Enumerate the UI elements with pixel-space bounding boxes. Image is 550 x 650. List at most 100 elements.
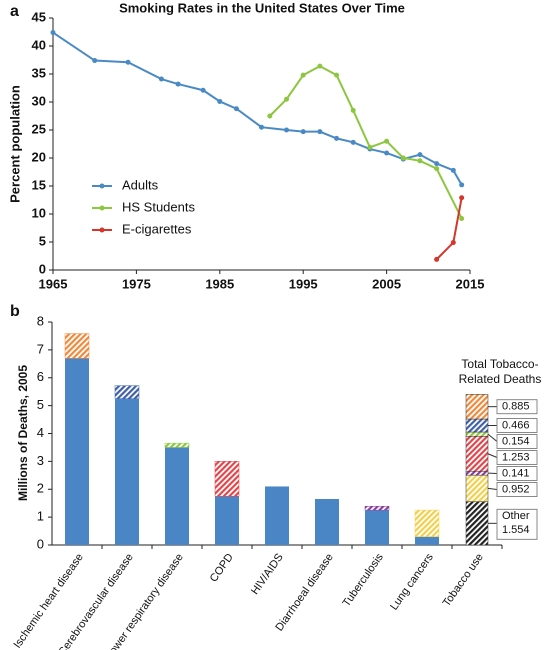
bar-segment (165, 447, 189, 545)
bar-segment (465, 470, 489, 476)
bar-segment (465, 394, 489, 420)
y-tick-label: 40 (32, 37, 46, 52)
bar-segment (414, 509, 440, 537)
bar-segment (364, 505, 390, 511)
point (158, 76, 164, 82)
legend-marker (99, 183, 105, 189)
bar-segment (465, 501, 489, 546)
point (50, 30, 56, 36)
x-tick-label: Tuberculosis (340, 551, 386, 609)
point (125, 59, 131, 65)
bar-segment (65, 358, 89, 545)
y-tick-label: 25 (32, 121, 46, 136)
bar-segment (215, 496, 239, 545)
y-tick-label: 6 (37, 369, 44, 384)
point (417, 158, 423, 164)
point (450, 240, 456, 246)
point (459, 215, 465, 221)
point (217, 98, 223, 104)
annotation: Other (502, 510, 530, 522)
y-tick-label: 8 (37, 313, 44, 328)
y-tick-label: 5 (39, 233, 46, 248)
y-tick-label: 15 (32, 177, 46, 192)
point (367, 144, 373, 150)
y-tick-label: 7 (37, 341, 44, 356)
x-tick-label: COPD (208, 551, 236, 584)
point (459, 195, 465, 201)
legend-label: E-cigarettes (122, 221, 192, 236)
label-box (496, 465, 538, 481)
bar-segment (164, 442, 190, 448)
y-tick-label: 1 (37, 509, 44, 524)
y-tick-label: 0 (37, 536, 44, 551)
y-tick-label: 4 (37, 425, 44, 440)
data-label: 1.253 (502, 451, 530, 463)
series-line (52, 31, 463, 186)
panel-label: b (10, 303, 20, 320)
y-tick-label: 45 (32, 9, 46, 24)
legend-marker (99, 227, 105, 233)
annotation-title: Total Tobacco- (461, 357, 538, 371)
bar-segment (114, 385, 140, 399)
point (434, 166, 440, 172)
point (350, 107, 356, 113)
point (259, 124, 264, 130)
data-label: 0.952 (502, 483, 530, 495)
legend-label: HS Students (122, 199, 195, 214)
y-tick-label: 20 (32, 149, 46, 164)
x-tick-label: 2015 (456, 276, 485, 291)
leader-line (487, 433, 498, 442)
bar-segment (415, 536, 439, 545)
bar-segment (115, 398, 139, 545)
point (459, 182, 465, 188)
point (175, 81, 181, 87)
data-label: 0.466 (502, 419, 530, 431)
series-line (269, 65, 463, 219)
point (300, 129, 306, 135)
point (284, 127, 290, 133)
point (417, 152, 423, 158)
annotation-title: Related Deaths (459, 372, 542, 386)
x-tick-label: 2005 (372, 276, 401, 291)
point (384, 150, 390, 156)
series-line (435, 197, 463, 261)
data-label: 1.554 (502, 524, 530, 536)
point (317, 129, 323, 135)
label-box (496, 449, 538, 465)
data-label: 0.141 (502, 467, 530, 479)
bar-segment (265, 486, 289, 545)
leader-line (487, 453, 498, 458)
y-tick-label: 2 (37, 481, 44, 496)
point (233, 106, 239, 112)
x-tick-label: 1995 (289, 276, 318, 291)
point (200, 87, 206, 93)
bar-segment (465, 436, 489, 472)
x-tick-label: 1965 (39, 276, 68, 291)
legend-marker (99, 205, 105, 211)
y-tick-label: 10 (32, 205, 46, 220)
label-box (496, 399, 538, 415)
y-axis-label: Millions of Deaths, 2005 (16, 365, 30, 501)
label-box (496, 417, 538, 433)
data-label: 0.154 (502, 435, 530, 447)
x-tick-label: HIV/AIDS (249, 552, 286, 597)
bar-segment (465, 431, 489, 437)
y-tick-label: 35 (32, 65, 46, 80)
label-box (496, 508, 538, 540)
x-tick-label: Tobacco use (441, 552, 486, 609)
point (384, 138, 390, 144)
point (284, 96, 290, 102)
y-tick-label: 5 (37, 397, 44, 412)
y-tick-label: 30 (32, 93, 46, 108)
legend-label: Adults (122, 177, 159, 192)
bar-segment (465, 418, 489, 433)
x-tick-label: Diarrhoeal disease (273, 552, 335, 634)
bar-segment (365, 510, 389, 545)
point (434, 256, 440, 262)
point (92, 58, 98, 64)
point (300, 72, 306, 78)
point (450, 167, 456, 173)
chart-title: Smoking Rates in the United States Over … (119, 0, 405, 15)
y-tick-label: 3 (37, 453, 44, 468)
leader-line (487, 487, 498, 490)
